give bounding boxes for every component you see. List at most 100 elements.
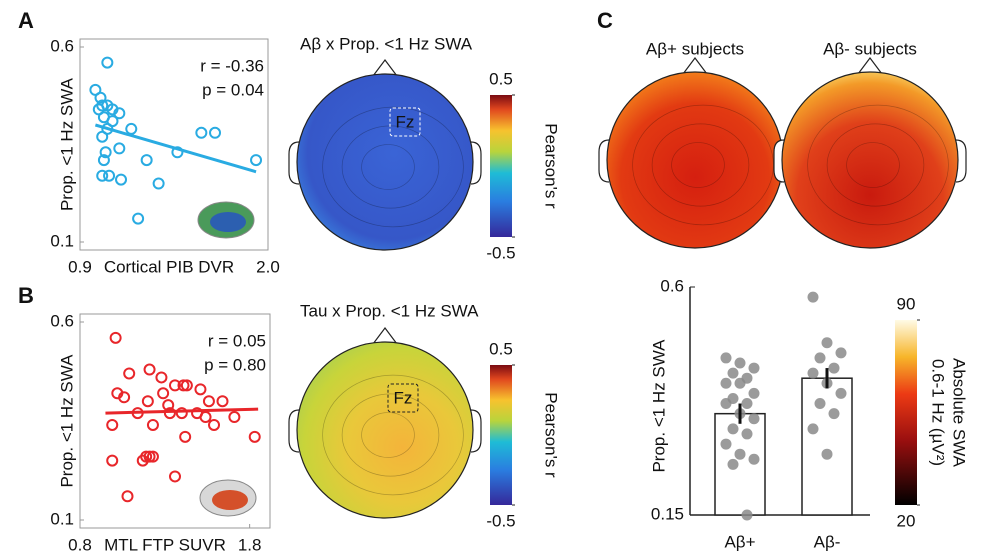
annotation: r = 0.05 (208, 331, 266, 350)
scatter-point (169, 379, 181, 392)
x-tick-label: 2.0 (256, 257, 280, 276)
data-point (821, 337, 833, 349)
colorbar-label: 0.6-1 Hz (µV²) (929, 359, 948, 466)
nose (682, 57, 708, 75)
data-point (835, 387, 847, 399)
y-tick-label: 0.6 (660, 276, 684, 295)
scatter-point (96, 130, 109, 143)
scatter-point (180, 379, 193, 392)
scatter-point (97, 154, 110, 167)
scatter-point (202, 395, 215, 408)
data-point (734, 448, 746, 460)
colorbar-label: Pearson's r (542, 392, 561, 478)
scatter-point (169, 470, 181, 483)
scalp-map (296, 73, 474, 251)
contour (322, 106, 464, 228)
colorbar (490, 95, 512, 237)
nose (372, 327, 398, 345)
scatter-point (103, 169, 116, 182)
brain-icon (212, 490, 248, 510)
scatter-point (208, 418, 221, 431)
data-point (741, 398, 753, 410)
ear (470, 409, 482, 453)
scatter-point (106, 418, 119, 431)
contour (322, 374, 464, 496)
fit-line (94, 123, 257, 174)
data-point (814, 398, 826, 410)
scatter-point (155, 371, 168, 384)
data-point (741, 509, 753, 521)
map-title: Aβ- subjects (823, 39, 917, 58)
scatter-point (132, 212, 145, 225)
y-axis-label: Prop. <1 Hz SWA (649, 339, 668, 473)
brain-icon (210, 212, 246, 232)
contour (341, 393, 440, 477)
scatter-point (228, 411, 241, 424)
y-tick-label: 0.6 (50, 36, 74, 55)
colorbar-label: Absolute SWA (950, 358, 969, 468)
annotation: p = 0.80 (204, 355, 266, 374)
scatter-point (109, 331, 122, 344)
ear (598, 139, 610, 183)
x-axis-label: MTL FTP SUVR (104, 535, 226, 554)
contour (361, 144, 415, 190)
scatter-point (143, 363, 156, 376)
data-point (807, 291, 819, 303)
y-tick-label: 0.1 (50, 231, 74, 250)
data-point (727, 423, 739, 435)
contour (807, 104, 949, 226)
contour (671, 142, 725, 188)
scalp-map (296, 341, 474, 519)
scatter-point (194, 383, 207, 396)
electrode-label: Fz (394, 388, 413, 407)
scatter-point (115, 173, 128, 186)
scatter-point (106, 454, 119, 467)
data-point (835, 347, 847, 359)
scatter-point (199, 411, 212, 424)
contour (632, 104, 774, 226)
ear (288, 141, 300, 185)
contour (651, 123, 750, 207)
data-point (748, 413, 760, 425)
scatter-point (248, 430, 261, 443)
data-point (720, 352, 732, 364)
colorbar-tick-label: 0.5 (489, 339, 513, 358)
nose (857, 57, 883, 75)
scatter-point (195, 126, 208, 139)
colorbar (490, 365, 512, 505)
scatter-point (140, 450, 153, 463)
electrode-label: Fz (396, 112, 415, 131)
scatter-point (99, 146, 112, 159)
y-axis-label: Prop. <1 Hz SWA (57, 354, 76, 488)
data-point (748, 453, 760, 465)
data-point (720, 438, 732, 450)
fit-line (105, 407, 259, 415)
colorbar-tick-label: -0.5 (486, 243, 515, 262)
x-tick-label: Aβ- (814, 532, 841, 551)
contour (361, 412, 415, 458)
data-point (727, 367, 739, 379)
y-tick-label: 0.6 (50, 311, 74, 330)
scatter-point (146, 450, 159, 463)
scatter-point (94, 91, 107, 104)
contour (826, 123, 925, 207)
colorbar-tick-label: -0.5 (486, 511, 515, 530)
contour (846, 142, 900, 188)
colorbar-tick-label: 90 (897, 294, 916, 313)
scatter-point (141, 395, 154, 408)
scatter-point (152, 177, 165, 190)
plot-frame (79, 313, 271, 529)
map-title: Aβ+ subjects (646, 39, 744, 58)
scatter-point (118, 391, 131, 404)
scatter-point (177, 379, 190, 392)
data-point (807, 423, 819, 435)
panel-label: B (18, 283, 34, 308)
colorbar-label: Pearson's r (542, 123, 561, 209)
x-tick-label: 0.9 (68, 257, 92, 276)
scatter-point (140, 154, 153, 167)
plot-frame (79, 38, 269, 251)
data-point (734, 357, 746, 369)
scatter-point (171, 146, 184, 159)
nose (372, 59, 398, 77)
data-point (807, 367, 819, 379)
